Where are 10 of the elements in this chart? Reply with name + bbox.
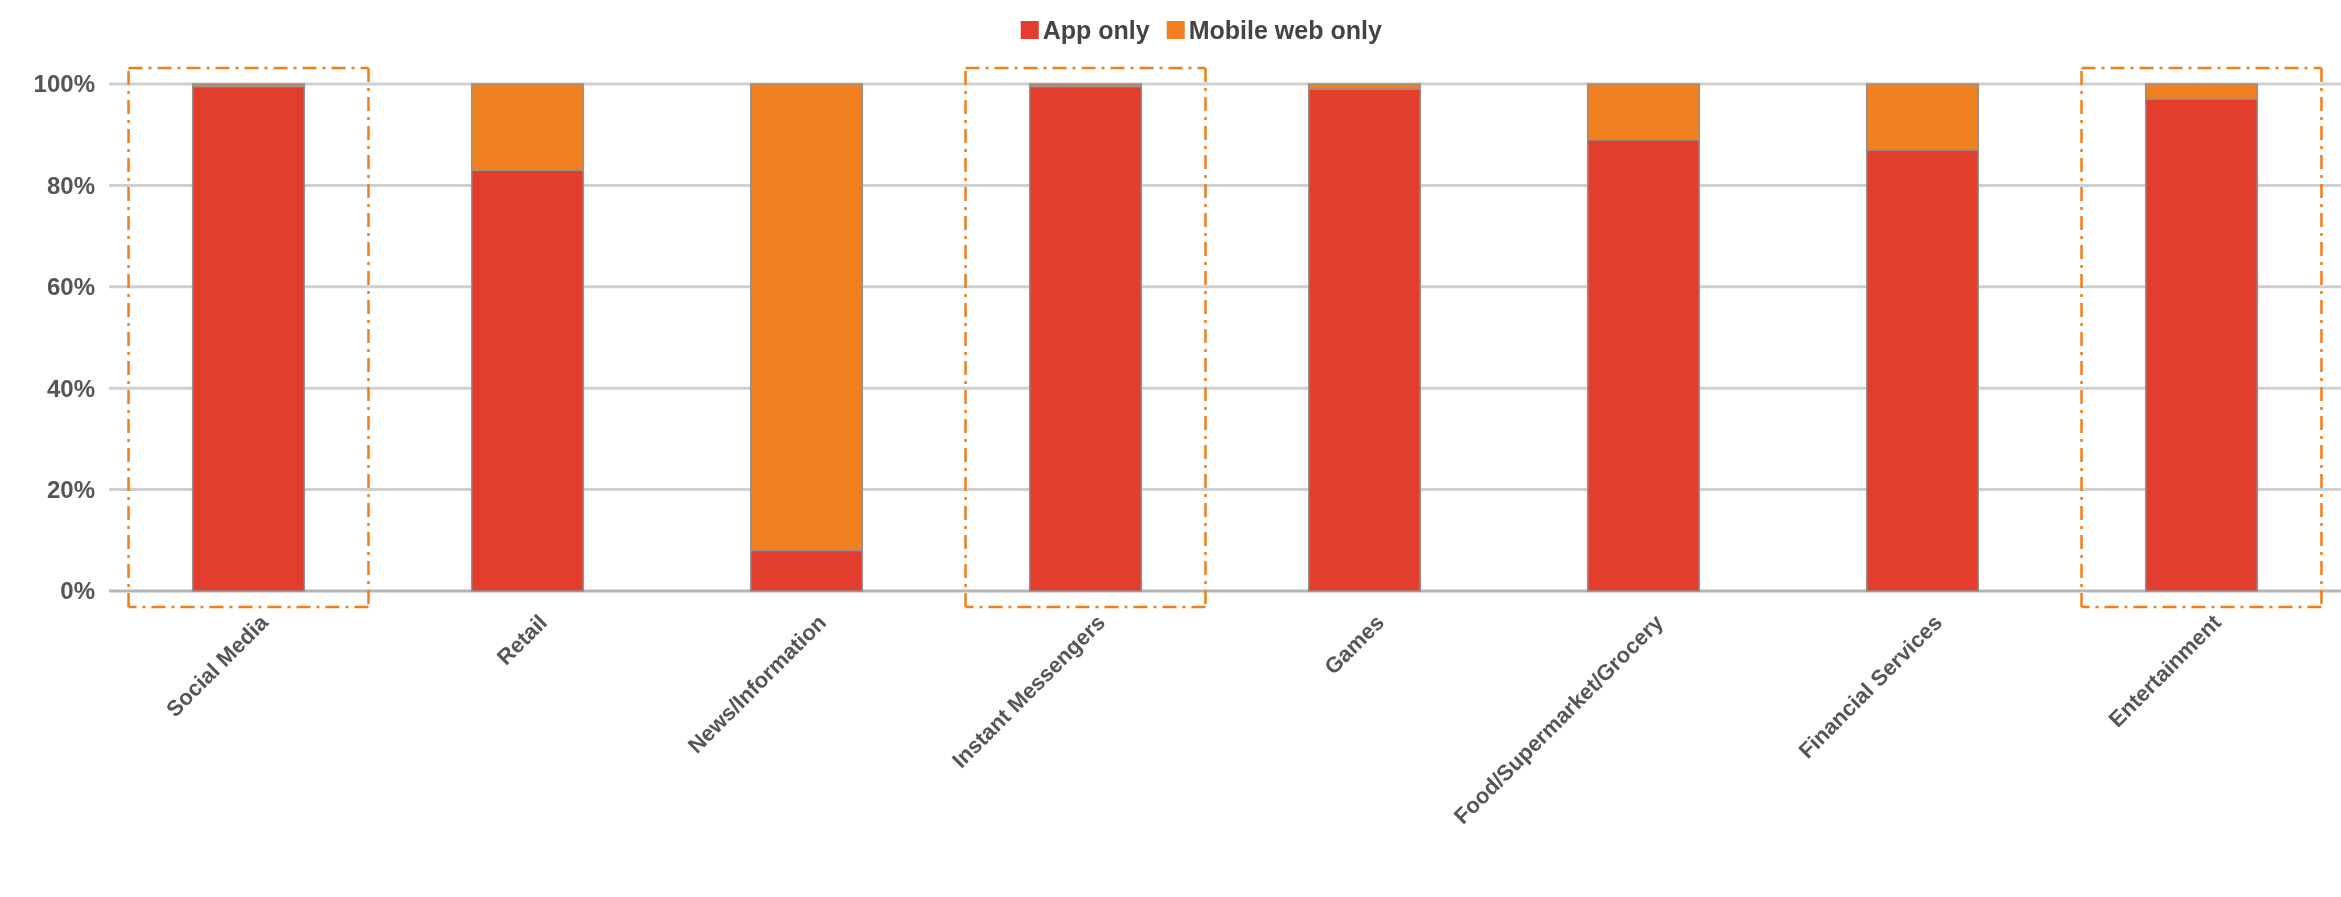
y-tick-label: 60%: [46, 273, 95, 301]
y-tick-label: 20%: [46, 476, 95, 503]
y-tick-label: 80%: [46, 171, 95, 199]
legend-label: Mobile web only: [1188, 15, 1382, 44]
legend-label: App only: [1042, 15, 1150, 44]
y-tick-label: 0%: [60, 577, 95, 605]
y-tick-label: 40%: [46, 374, 95, 402]
y-tick-label: 100%: [33, 70, 95, 98]
bar: [191, 85, 306, 592]
bar: [1028, 85, 1143, 592]
